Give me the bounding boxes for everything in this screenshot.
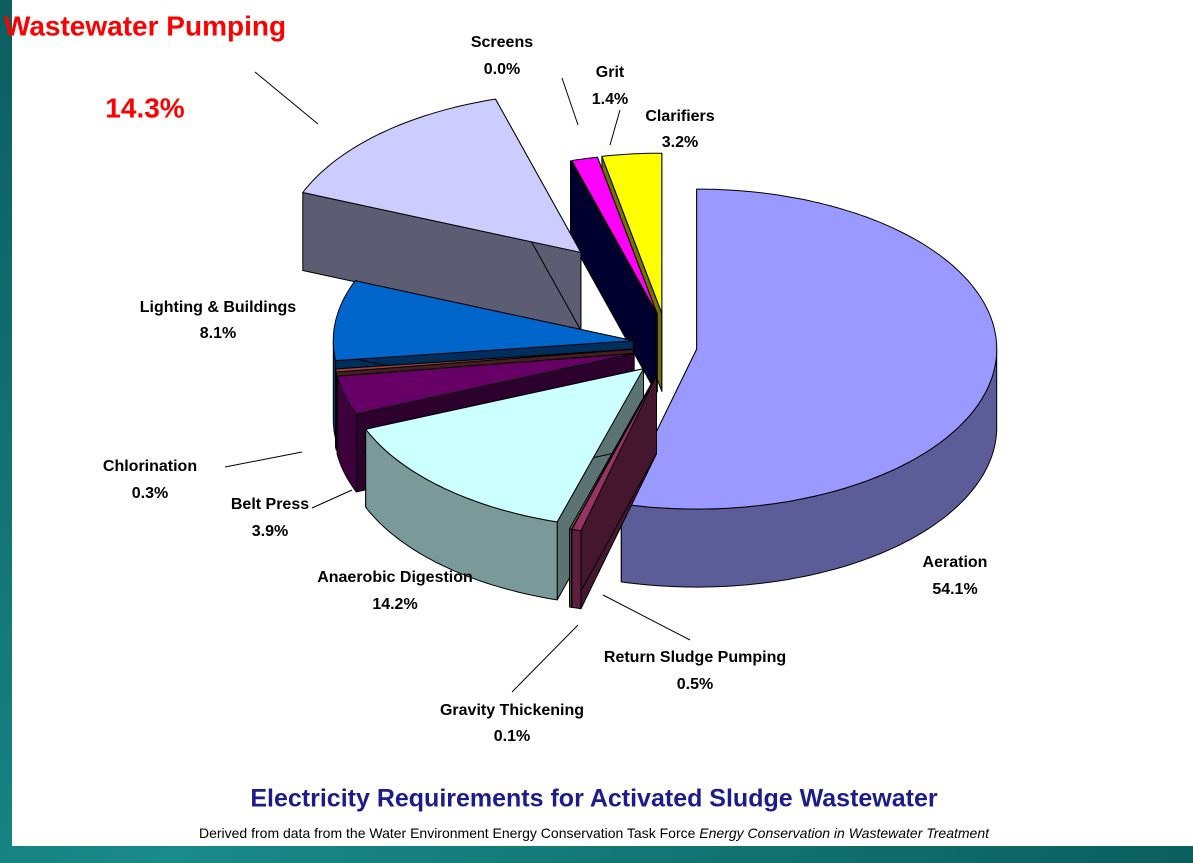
slice bbox=[569, 375, 657, 530]
slice bbox=[570, 160, 657, 315]
slice-label: Lighting & Buildings bbox=[140, 299, 297, 316]
slice-value-label: 0.1% bbox=[494, 728, 530, 745]
slice-label: Clarifiers bbox=[645, 108, 714, 125]
slice-value-label: 14.2% bbox=[372, 596, 417, 613]
slice bbox=[332, 280, 634, 362]
slice-value-label: 1.4% bbox=[592, 91, 628, 108]
slice-wall bbox=[571, 528, 582, 610]
slice-label: Screens bbox=[471, 34, 533, 51]
slice-value-label: 3.9% bbox=[252, 523, 288, 540]
slice-label: Grit bbox=[596, 64, 625, 81]
slice bbox=[365, 368, 644, 523]
slice-value-label: 3.2% bbox=[662, 134, 698, 151]
slice bbox=[302, 98, 582, 253]
slice-label: Aeration bbox=[923, 554, 988, 571]
leader-line bbox=[602, 594, 691, 641]
slice-value-label: 14.3% bbox=[105, 92, 184, 123]
slice bbox=[571, 375, 657, 532]
slice-label: Return Sludge Pumping bbox=[604, 649, 786, 666]
slice bbox=[335, 348, 634, 373]
slice-value-label: 8.1% bbox=[200, 325, 236, 342]
leader-line bbox=[311, 489, 353, 509]
chart-title: Electricity Requirements for Activated S… bbox=[250, 785, 938, 813]
slice-wall bbox=[335, 368, 337, 451]
slice-value-label: 0.5% bbox=[677, 676, 713, 693]
slice-label: Wastewater Pumping bbox=[4, 10, 286, 41]
slice-label: Anaerobic Digestion bbox=[317, 569, 473, 586]
leader-line bbox=[224, 451, 303, 468]
slice-value-label: 0.3% bbox=[132, 485, 168, 502]
slice bbox=[601, 152, 663, 314]
slice-value-label: 54.1% bbox=[932, 581, 977, 598]
chart-subtitle: Derived from data from the Water Environ… bbox=[199, 825, 990, 841]
slice-value-label: 0.0% bbox=[484, 61, 520, 78]
slice-label: Gravity Thickening bbox=[440, 702, 584, 719]
leader-line bbox=[609, 109, 621, 146]
leader-line bbox=[511, 624, 579, 693]
leader-line bbox=[561, 77, 579, 126]
slice bbox=[336, 352, 635, 415]
slice-label: Chlorination bbox=[103, 458, 197, 475]
slice-wall bbox=[569, 528, 572, 608]
slice-label: Belt Press bbox=[231, 496, 309, 513]
source-title: Energy Conservation in Wastewater Treatm… bbox=[699, 825, 990, 841]
leader-line bbox=[254, 71, 319, 125]
labels: Aeration 54.1% Return Sludge Pumping 0.5% Gr… bbox=[4, 10, 988, 745]
subtitle-text: Derived from data from the Water Environ… bbox=[199, 825, 696, 841]
slice bbox=[571, 156, 658, 315]
slice bbox=[620, 188, 998, 510]
pie bbox=[302, 98, 998, 610]
